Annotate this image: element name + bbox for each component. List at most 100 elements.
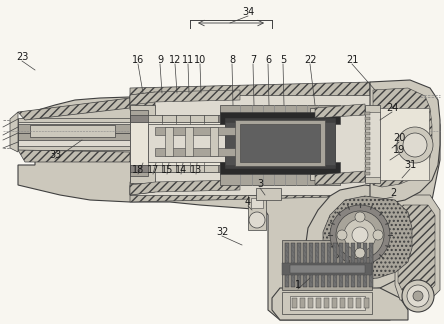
Text: 18: 18: [132, 165, 144, 175]
Bar: [130, 158, 148, 176]
Bar: [291, 243, 295, 287]
Polygon shape: [18, 85, 440, 320]
Polygon shape: [130, 178, 155, 195]
Polygon shape: [373, 88, 432, 187]
Bar: [130, 115, 370, 122]
Bar: [340, 298, 345, 308]
Circle shape: [355, 248, 365, 258]
Bar: [240, 124, 320, 162]
Circle shape: [373, 230, 383, 240]
Bar: [363, 243, 367, 287]
Text: 6: 6: [265, 55, 271, 65]
Polygon shape: [315, 171, 365, 185]
Bar: [365, 157, 370, 160]
Bar: [18, 118, 130, 150]
Text: 3: 3: [257, 179, 263, 189]
Bar: [225, 122, 335, 165]
Bar: [310, 108, 365, 180]
Polygon shape: [130, 180, 240, 195]
Text: 17: 17: [147, 165, 159, 175]
Bar: [300, 298, 305, 308]
Bar: [130, 105, 155, 183]
Polygon shape: [395, 195, 440, 300]
Bar: [365, 167, 370, 170]
Text: 20: 20: [393, 133, 405, 143]
Circle shape: [344, 219, 376, 251]
Polygon shape: [323, 196, 412, 280]
Bar: [365, 142, 370, 145]
Bar: [316, 298, 321, 308]
Polygon shape: [130, 92, 155, 110]
Bar: [251, 198, 263, 208]
Bar: [309, 243, 313, 287]
Bar: [315, 243, 319, 287]
Bar: [308, 298, 313, 308]
Polygon shape: [130, 82, 370, 104]
Bar: [373, 108, 429, 180]
Text: 14: 14: [175, 165, 187, 175]
Polygon shape: [272, 288, 408, 320]
Circle shape: [249, 212, 265, 228]
Bar: [357, 243, 361, 287]
Circle shape: [330, 205, 390, 265]
Bar: [365, 122, 370, 125]
Bar: [210, 127, 218, 156]
Bar: [176, 115, 190, 122]
Bar: [310, 114, 365, 174]
Bar: [348, 298, 353, 308]
Text: 32: 32: [216, 227, 228, 237]
Text: 23: 23: [16, 52, 28, 62]
Text: 8: 8: [229, 55, 235, 65]
Polygon shape: [370, 80, 440, 204]
Bar: [365, 137, 370, 140]
Bar: [190, 165, 204, 172]
Bar: [356, 298, 361, 308]
Polygon shape: [305, 185, 420, 292]
Bar: [162, 115, 176, 122]
Bar: [190, 115, 204, 122]
Text: 15: 15: [161, 165, 173, 175]
Polygon shape: [315, 104, 365, 118]
Bar: [18, 124, 130, 133]
Bar: [204, 115, 218, 122]
Bar: [220, 162, 340, 174]
Bar: [248, 195, 266, 230]
Bar: [18, 133, 130, 140]
Text: 21: 21: [346, 55, 358, 65]
Polygon shape: [18, 98, 130, 120]
Bar: [321, 243, 325, 287]
Bar: [130, 122, 310, 165]
Bar: [290, 296, 365, 310]
Circle shape: [402, 280, 434, 312]
Bar: [30, 125, 115, 137]
Bar: [364, 298, 369, 308]
Circle shape: [336, 211, 384, 259]
Bar: [130, 165, 370, 172]
Bar: [165, 127, 173, 156]
Bar: [18, 122, 130, 146]
Text: 4: 4: [245, 197, 251, 207]
Circle shape: [355, 212, 365, 222]
Bar: [365, 112, 370, 115]
Bar: [204, 165, 218, 172]
Bar: [332, 298, 337, 308]
Bar: [339, 243, 343, 287]
Bar: [333, 243, 337, 287]
Text: 33: 33: [49, 150, 61, 160]
Text: 19: 19: [393, 145, 405, 155]
Bar: [365, 127, 370, 130]
Text: 10: 10: [194, 55, 206, 65]
Bar: [365, 147, 370, 150]
Bar: [282, 292, 372, 314]
Bar: [176, 165, 190, 172]
Text: 2: 2: [390, 188, 396, 198]
Bar: [351, 243, 355, 287]
Bar: [290, 265, 365, 273]
Bar: [365, 162, 370, 165]
Bar: [292, 298, 297, 308]
Text: 16: 16: [132, 55, 144, 65]
Bar: [185, 127, 193, 156]
Bar: [345, 243, 349, 287]
Bar: [235, 120, 325, 166]
Bar: [282, 263, 372, 275]
